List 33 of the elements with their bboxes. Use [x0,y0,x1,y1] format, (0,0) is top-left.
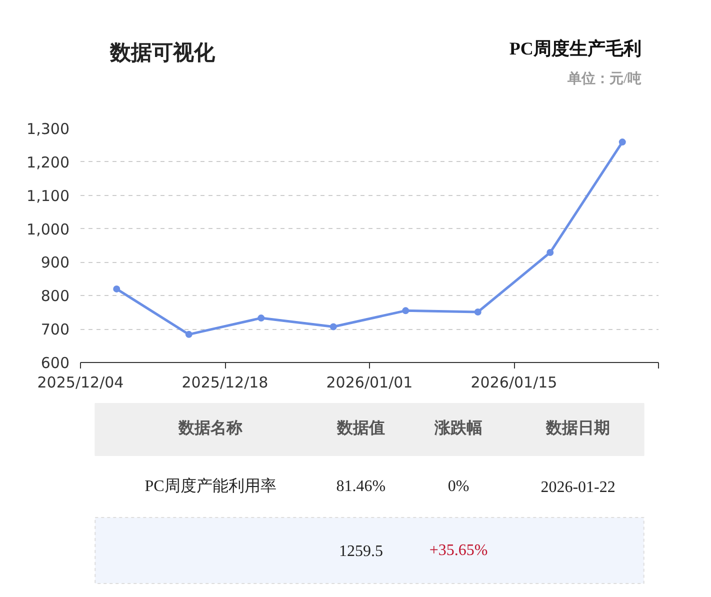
x-tick-label: 2026/01/15 [470,374,558,392]
chart-subtitle: 单位：元/吨 [566,71,642,87]
text: 0% [448,478,470,495]
y-tick-label: 700 [40,320,70,339]
point [113,285,120,292]
text: PC周度产能利用率 [144,477,276,495]
x-tick-label: 2025/12/04 [37,374,124,392]
y-tick-label: 1,300 [26,120,70,138]
text: 数据可视化 [108,40,216,64]
text: 2026-01-22 [540,479,616,496]
y-tick-label: 800 [40,287,70,306]
text: +35.65% [429,542,488,559]
y-tick-label: 1,100 [26,186,70,205]
point [546,249,554,256]
x-tick-label: 2026/01/01 [326,374,413,392]
y-tick-label: 900 [40,254,70,272]
chart-title: PC周度生产毛利 [509,38,642,58]
text: 81.46% [336,478,386,495]
x-tick-label: 2025/12/18 [182,374,268,392]
text: 1259.5 [338,543,383,560]
text: 数据值 [336,419,385,437]
point [474,308,482,316]
y-tick-label: 1,200 [26,153,70,172]
text: 涨跌幅 [434,419,483,437]
text: 数据日期 [545,419,610,437]
point [402,307,410,314]
point [185,330,192,338]
text: 数据名称 [178,419,243,437]
point [258,314,265,322]
point [618,138,626,146]
y-tick-label: 600 [40,354,70,372]
point [330,323,337,330]
y-tick-label: 1,000 [26,220,70,238]
